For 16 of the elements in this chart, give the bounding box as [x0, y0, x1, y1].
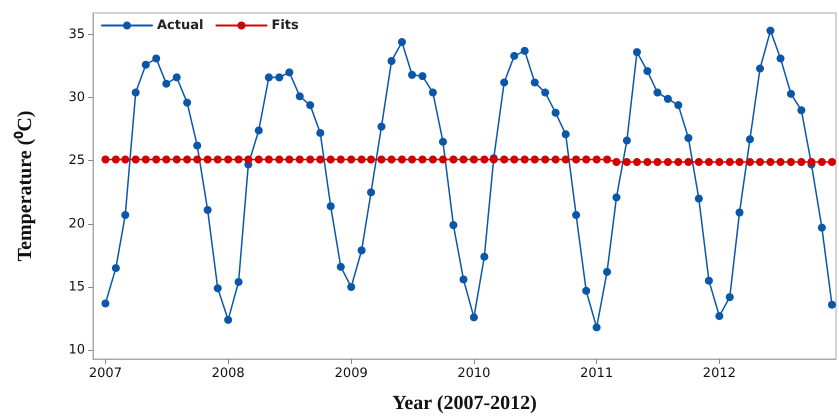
y-axis-title: Temperature (⁰C): [13, 110, 36, 262]
x-tick-label: 2011: [580, 366, 614, 381]
legend-label: Actual: [157, 18, 204, 33]
x-tick-label: 2012: [702, 366, 736, 381]
y-tick-label: 35: [68, 26, 85, 42]
y-tick-label: 30: [68, 90, 85, 106]
legend-label: Fits: [271, 18, 300, 33]
x-tick-label: 2009: [334, 366, 368, 381]
x-tick-label: 2007: [88, 366, 122, 381]
x-axis-title: Year (2007-2012): [392, 392, 537, 414]
y-tick-label: 15: [68, 280, 85, 295]
x-tick-label: 2010: [457, 366, 490, 381]
y-tick-label: 20: [68, 216, 85, 232]
x-tick-label: 2008: [212, 366, 245, 381]
y-tick-label: 10: [68, 342, 85, 358]
y-tick-label: 25: [68, 153, 85, 168]
